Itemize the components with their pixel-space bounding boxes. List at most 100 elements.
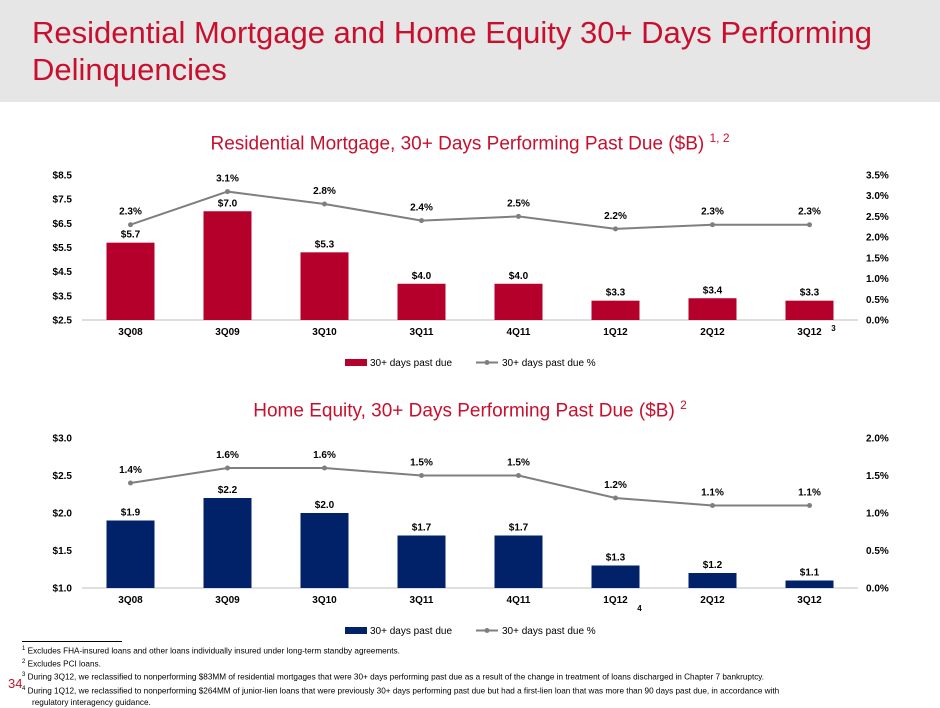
x-tick-label: 3Q10 [312,595,337,606]
percent-value-label: 1.4% [119,465,142,476]
chart-2-title: Home Equity, 30+ Days Performing Past Du… [0,398,940,422]
percent-point [613,226,618,232]
page-title: Residential Mortgage and Home Equity 30+… [32,15,873,87]
bar-value-label: $5.3 [315,239,335,250]
bar [494,535,543,588]
bar-value-label: $7.0 [218,198,238,209]
percent-value-label: 3.1% [216,174,239,185]
footnote-4: 4 During 1Q12, we reclassified to nonper… [22,685,780,696]
bar [203,211,252,320]
y-right-tick-label: 2.5% [866,212,889,223]
percent-point [710,222,715,228]
y-left-tick-label: $5.5 [53,243,73,254]
percent-point [613,495,618,501]
legend-line-marker [484,628,490,633]
percent-point [128,480,133,486]
percent-value-label: 2.2% [604,211,627,222]
y-left-tick-label: $4.5 [53,267,73,278]
home-equity-chart: $3.0 $2.5 $2.0 $1.5 $1.0 2.0% 1.5% 1.0% 0.5% 0.0%… [53,434,889,638]
y-left-tick-label: $2.5 [53,471,73,482]
bar [494,283,543,320]
bar [106,520,155,588]
y-right-tick-label: 3.0% [866,191,889,202]
bar [397,535,446,588]
legend-line-label: 30+ days past due % [502,626,596,637]
percent-point [516,473,521,478]
percent-value-label: 1.6% [313,450,336,461]
legend-bar-label: 30+ days past due [370,358,452,369]
bar-value-label: $4.0 [412,271,432,282]
bar [785,300,834,320]
bar-value-label: $4.0 [509,271,529,282]
percent-value-label: 2.8% [313,186,336,197]
x-tick-label: 3Q11 [410,595,434,606]
percent-value-label: 2.3% [119,207,142,218]
legend-line-marker [484,360,490,365]
bar [591,565,640,588]
percent-point [710,503,715,508]
bar-value-label: $1.7 [509,523,529,534]
bar [300,252,349,320]
y-left-tick-label: $3.0 [53,434,73,445]
chart-1-title-text: Residential Mortgage, 30+ Days Performin… [210,133,705,155]
percent-value-label: 1.1% [701,488,724,499]
x-tick-label: 3Q09 [215,327,240,338]
percent-value-label: 1.5% [410,458,433,469]
footnote-3: 3 During 3Q12, we reclassified to nonper… [22,672,765,683]
x-tick-label: 3Q09 [215,595,240,606]
percent-point [419,218,424,224]
percent-value-label: 2.4% [410,203,433,214]
chart-2-title-text: Home Equity, 30+ Days Performing Past Du… [253,400,675,422]
bar-value-label: $1.1 [800,568,820,579]
percent-point [225,465,230,471]
bar-value-label: $5.7 [121,230,141,241]
y-left-tick-label: $1.0 [53,584,73,595]
percent-value-label: 1.6% [216,450,239,461]
bar-value-label: $3.3 [606,288,626,299]
y-right-tick-label: 1.5% [866,471,889,482]
y-right-tick-label: 1.5% [866,253,889,264]
bar-value-label: $3.3 [800,288,820,299]
y-right-tick-label: 2.0% [866,434,889,445]
percent-point [128,222,133,228]
header-band [0,0,940,102]
footnotes: 1 Excludes FHA-insured loans and other l… [22,641,922,708]
bar [785,580,834,588]
percent-point [516,213,521,219]
y-left-tick-label: $6.5 [53,219,73,230]
bar [300,513,349,588]
x-tick-label: 2Q12 [700,595,725,606]
x-tick-label: 1Q12 [603,327,628,338]
y-left-tick-label: $7.5 [53,195,73,206]
x-tick-label: 3Q11 [410,327,434,338]
percent-value-label: 1.2% [604,480,627,491]
percent-value-label: 1.5% [507,458,530,469]
chart-1-title: Residential Mortgage, 30+ Days Performin… [0,131,940,155]
y-right-tick-label: 0.5% [866,295,889,306]
bar-value-label: $2.2 [218,485,238,496]
footnote-1: 1 Excludes FHA-insured loans and other l… [22,646,400,656]
legend-bar-swatch [345,359,367,366]
bar-value-label: $1.9 [121,508,141,519]
bar-value-label: $1.7 [412,523,432,534]
percent-value-label: 2.5% [507,198,530,209]
x-tick-label: 1Q12 [603,595,628,606]
bar [688,298,737,320]
y-left-tick-label: $2.5 [53,316,73,327]
percent-point [807,503,812,508]
x-tick-label: 3Q12 [797,595,822,606]
bar-value-label: $1.2 [703,560,723,571]
percent-value-label: 2.3% [701,207,724,218]
bar [688,573,737,588]
bar [203,498,252,588]
y-left-tick-label: $2.0 [53,509,73,520]
bar [106,242,155,320]
legend-bar-swatch [345,627,367,634]
y-right-tick-label: 0.0% [866,584,889,595]
percent-series-line [130,190,810,230]
y-right-tick-label: 1.0% [866,274,889,285]
chart-2-title-sup: 2 [680,398,687,412]
x-tick-label: 3Q08 [118,595,143,606]
percent-point [225,189,230,195]
y-left-tick-label: $3.5 [53,291,73,302]
